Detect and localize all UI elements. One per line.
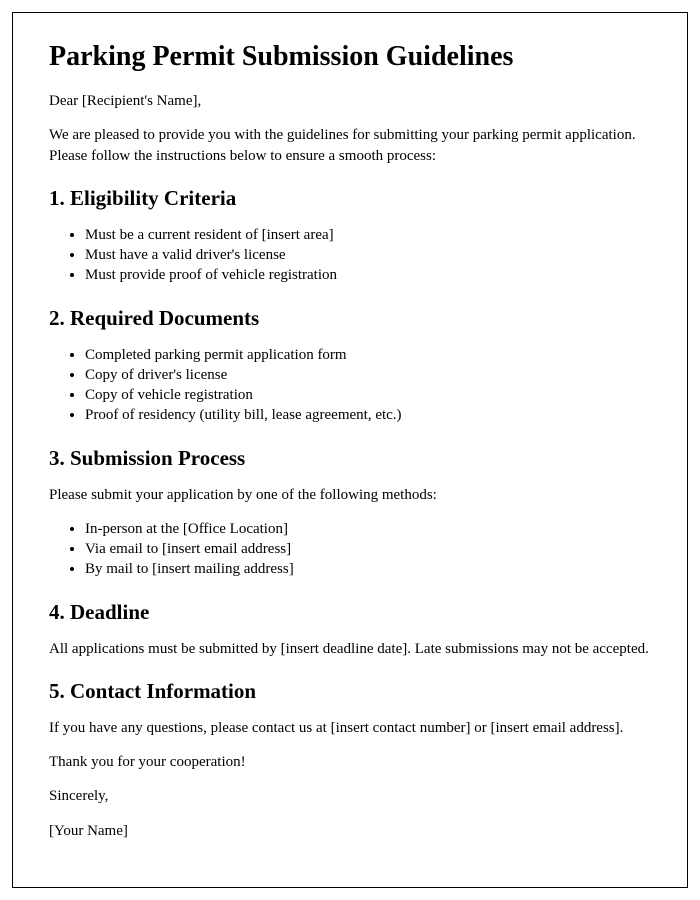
closing-name: [Your Name]	[49, 821, 651, 841]
list-item: By mail to [insert mailing address]	[85, 559, 651, 579]
section-heading-contact: 5. Contact Information	[49, 679, 651, 704]
list-item: Via email to [insert email address]	[85, 539, 651, 559]
closing-sincerely: Sincerely,	[49, 786, 651, 806]
list-item: Must have a valid driver's license	[85, 245, 651, 265]
eligibility-list: Must be a current resident of [insert ar…	[85, 225, 651, 286]
section-heading-eligibility: 1. Eligibility Criteria	[49, 186, 651, 211]
closing-thanks: Thank you for your cooperation!	[49, 752, 651, 772]
list-item: Copy of driver's license	[85, 365, 651, 385]
submission-list: In-person at the [Office Location] Via e…	[85, 519, 651, 580]
contact-text: If you have any questions, please contac…	[49, 718, 651, 738]
deadline-text: All applications must be submitted by [i…	[49, 639, 651, 659]
submission-intro: Please submit your application by one of…	[49, 485, 651, 505]
documents-list: Completed parking permit application for…	[85, 345, 651, 426]
list-item: Must be a current resident of [insert ar…	[85, 225, 651, 245]
list-item: Proof of residency (utility bill, lease …	[85, 405, 651, 425]
list-item: Must provide proof of vehicle registrati…	[85, 265, 651, 285]
document-page: Parking Permit Submission Guidelines Dea…	[12, 12, 688, 888]
section-heading-submission: 3. Submission Process	[49, 446, 651, 471]
list-item: Completed parking permit application for…	[85, 345, 651, 365]
greeting: Dear [Recipient's Name],	[49, 91, 651, 111]
list-item: In-person at the [Office Location]	[85, 519, 651, 539]
section-heading-documents: 2. Required Documents	[49, 306, 651, 331]
list-item: Copy of vehicle registration	[85, 385, 651, 405]
intro-paragraph: We are pleased to provide you with the g…	[49, 125, 651, 166]
section-heading-deadline: 4. Deadline	[49, 600, 651, 625]
page-title: Parking Permit Submission Guidelines	[49, 41, 651, 73]
